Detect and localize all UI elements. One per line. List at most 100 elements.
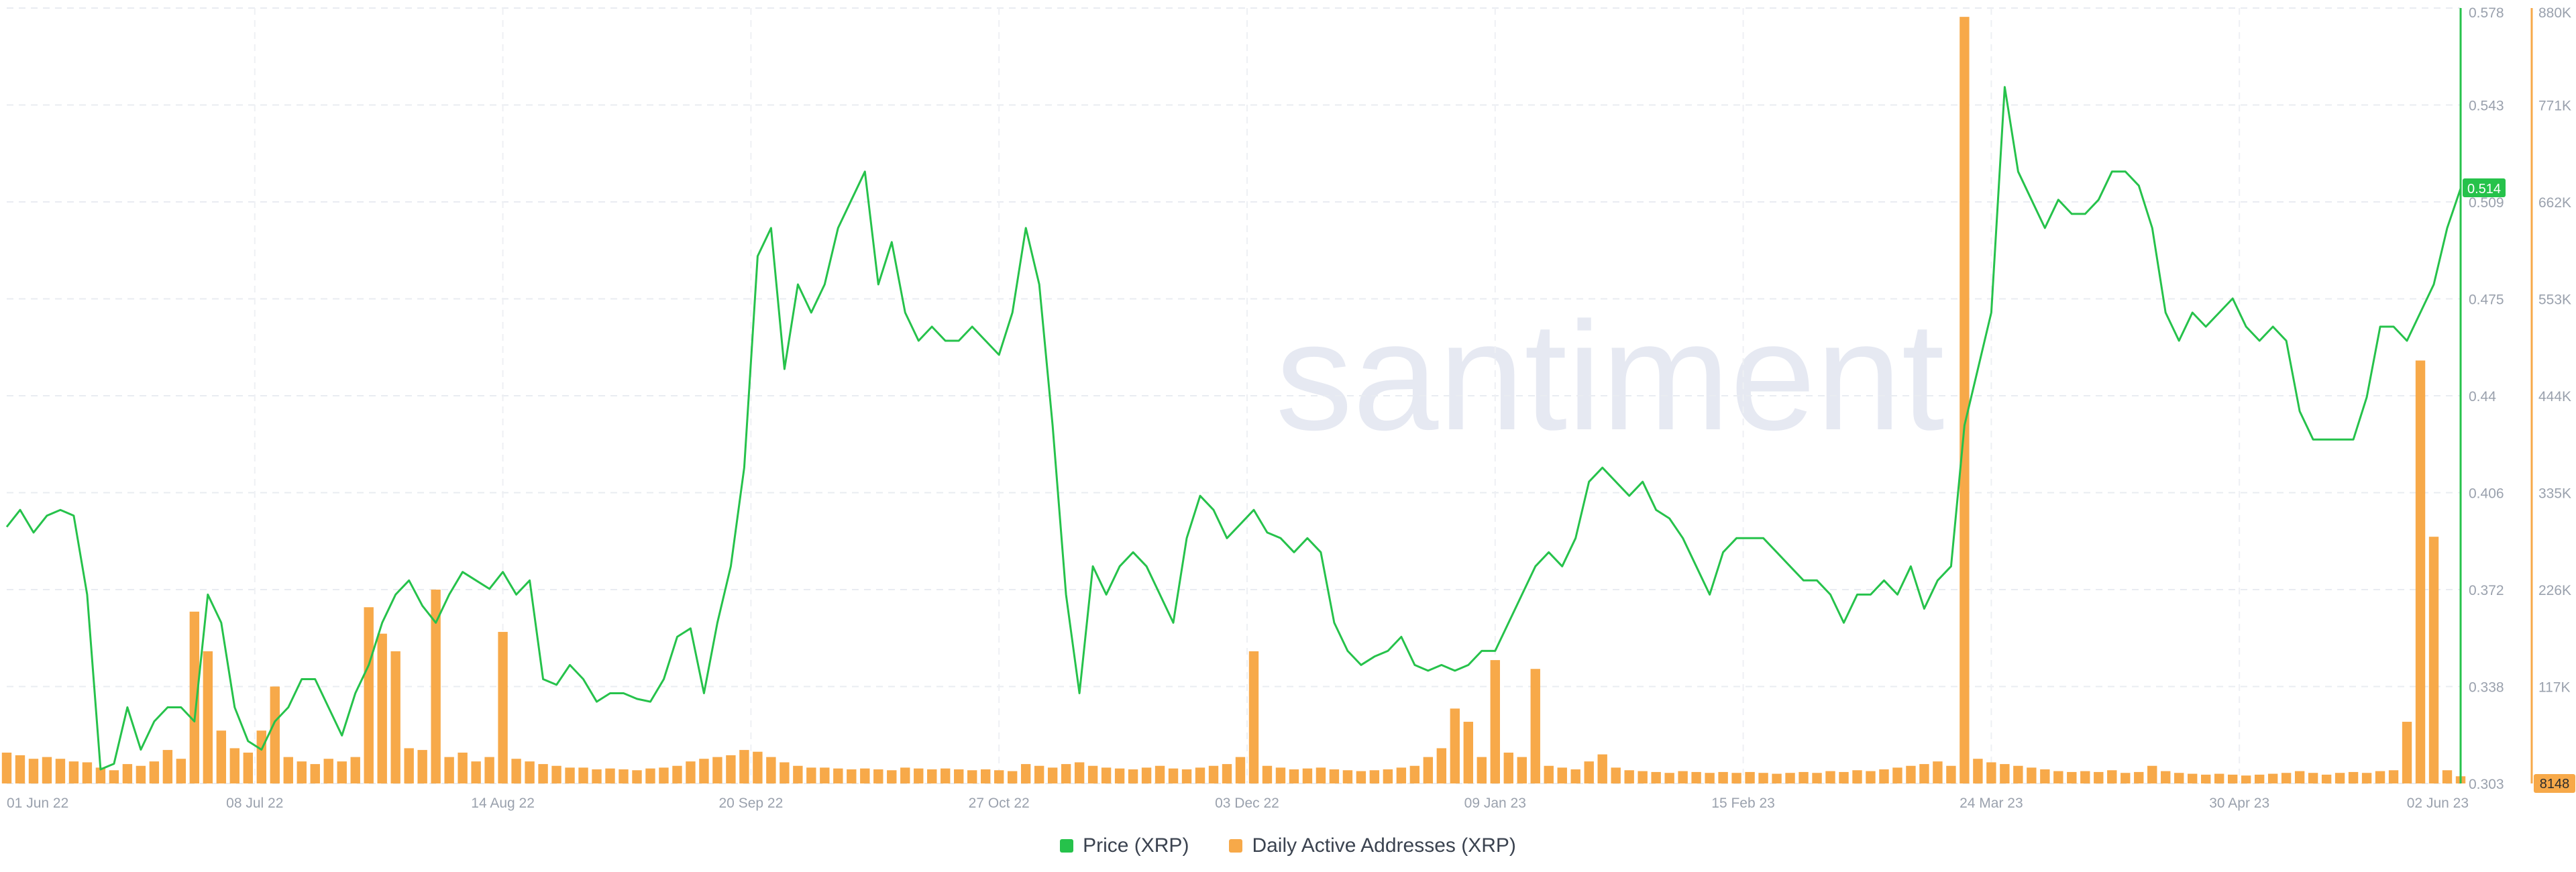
daa-bar bbox=[189, 611, 200, 783]
daa-bar bbox=[1141, 767, 1152, 783]
daa-bar bbox=[967, 770, 977, 783]
daa-bar bbox=[592, 769, 602, 783]
daa-bar bbox=[256, 730, 266, 783]
daa-bar bbox=[2294, 771, 2305, 783]
daa-bar bbox=[1, 753, 12, 783]
daa-bar bbox=[2361, 773, 2372, 783]
daa-bar bbox=[806, 767, 816, 783]
daa-bar bbox=[551, 765, 561, 783]
daa-bar bbox=[1906, 765, 1916, 783]
daa-bar bbox=[1490, 660, 1500, 783]
daa-bar bbox=[565, 767, 575, 783]
daa-bar bbox=[1195, 767, 1205, 783]
x-tick-label: 01 Jun 22 bbox=[7, 796, 68, 811]
daa-bar bbox=[2308, 773, 2318, 783]
daa-bar bbox=[686, 761, 696, 783]
daa-bar bbox=[1503, 753, 1513, 783]
chart-legend: Price (XRP) Daily Active Addresses (XRP) bbox=[0, 829, 2576, 863]
daa-bar bbox=[1074, 762, 1085, 783]
daa-bar bbox=[873, 769, 883, 783]
daa-bar bbox=[2134, 771, 2144, 783]
daa-bar bbox=[941, 768, 951, 783]
daa-bar bbox=[927, 769, 937, 783]
daa-bar bbox=[1316, 767, 1326, 783]
chart-canvas: santiment 01 Jun 22 08 Jul 22 14 Aug 22 20 … bbox=[1, 5, 2575, 811]
latest-price-value: 0.514 bbox=[2467, 182, 2501, 197]
daa-bar bbox=[1624, 770, 1634, 783]
price-tick-label: 0.578 bbox=[2469, 5, 2504, 21]
daa-bar bbox=[994, 770, 1004, 783]
daa-bar bbox=[954, 769, 964, 783]
daa-bar bbox=[2121, 773, 2131, 783]
daa-bar bbox=[404, 748, 414, 783]
daa-bar bbox=[1651, 771, 1661, 783]
legend-label-price: Price (XRP) bbox=[1083, 834, 1189, 857]
latest-daa-badge-bg bbox=[2534, 774, 2575, 793]
daa-bar bbox=[28, 759, 39, 783]
x-tick-label: 03 Dec 22 bbox=[1215, 796, 1279, 811]
daa-bar bbox=[2013, 765, 2023, 783]
price-tick-label: 0.303 bbox=[2469, 777, 2504, 792]
daa-bar bbox=[1275, 767, 1286, 783]
daa-bar bbox=[136, 765, 146, 783]
daa-bar bbox=[511, 759, 521, 783]
daa-bar bbox=[525, 761, 535, 783]
daa-bar bbox=[1584, 761, 1594, 783]
daa-tick-label: 226K bbox=[2538, 583, 2571, 598]
daa-bar bbox=[2241, 775, 2251, 783]
daa-bar bbox=[42, 757, 52, 783]
daa-bar bbox=[1611, 767, 1621, 783]
daa-bar bbox=[820, 767, 830, 783]
daa-bar bbox=[659, 767, 669, 783]
daa-bar bbox=[55, 759, 66, 783]
daa-bar bbox=[1892, 767, 1902, 783]
daa-bar bbox=[914, 768, 924, 783]
daa-tick-label: 553K bbox=[2538, 292, 2571, 308]
daa-tick-label: 444K bbox=[2538, 389, 2571, 404]
daa-tick-label: 335K bbox=[2538, 486, 2571, 502]
daa-bar bbox=[1946, 765, 1956, 783]
santiment-watermark: santiment bbox=[1275, 290, 1944, 462]
legend-swatch-price bbox=[1060, 839, 1074, 853]
daa-bar bbox=[1423, 757, 1434, 783]
daa-bar bbox=[632, 770, 642, 783]
daa-bar bbox=[216, 730, 227, 783]
daa-bar bbox=[1852, 770, 1862, 783]
daa-bar bbox=[2402, 722, 2412, 783]
daa-bar bbox=[162, 750, 173, 783]
x-axis-ticks: 01 Jun 22 08 Jul 22 14 Aug 22 20 Sep 22 27 O… bbox=[7, 796, 2469, 811]
daa-bar bbox=[672, 765, 682, 783]
legend-item-daa[interactable]: Daily Active Addresses (XRP) bbox=[1229, 834, 1516, 857]
daa-bar bbox=[2442, 770, 2453, 783]
daa-bars bbox=[1, 17, 2466, 784]
daa-bar bbox=[176, 759, 186, 783]
daa-bar bbox=[2267, 773, 2278, 783]
daa-bar bbox=[1570, 769, 1580, 783]
daa-bar bbox=[1530, 669, 1540, 783]
price-line bbox=[5, 86, 2462, 771]
latest-daa-badge: 8148 bbox=[2534, 774, 2575, 793]
daa-bar bbox=[1973, 759, 1983, 783]
daa-bar bbox=[444, 757, 454, 783]
daa-bar bbox=[1799, 771, 1809, 783]
daa-bar bbox=[82, 762, 93, 783]
daa-bar bbox=[270, 686, 280, 783]
daa-bar bbox=[2094, 771, 2104, 783]
daa-bar bbox=[1007, 771, 1018, 783]
daa-tick-label: 771K bbox=[2538, 99, 2571, 114]
daa-bar bbox=[2334, 773, 2345, 783]
daa-bar bbox=[283, 757, 293, 783]
daa-bar bbox=[2201, 774, 2211, 783]
legend-item-price[interactable]: Price (XRP) bbox=[1060, 834, 1189, 857]
daa-bar bbox=[417, 750, 427, 783]
daa-bar bbox=[1383, 769, 1393, 783]
daa-bar bbox=[2053, 771, 2063, 783]
daa-bar bbox=[498, 632, 508, 783]
daa-bar bbox=[1396, 767, 1407, 783]
daa-bar bbox=[1047, 767, 1058, 783]
x-tick-label: 08 Jul 22 bbox=[226, 796, 283, 811]
latest-price-badge: 0.514 bbox=[2463, 178, 2506, 198]
daa-bar bbox=[243, 753, 253, 783]
daa-bar bbox=[538, 764, 548, 783]
price-tick-label: 0.44 bbox=[2469, 389, 2496, 404]
